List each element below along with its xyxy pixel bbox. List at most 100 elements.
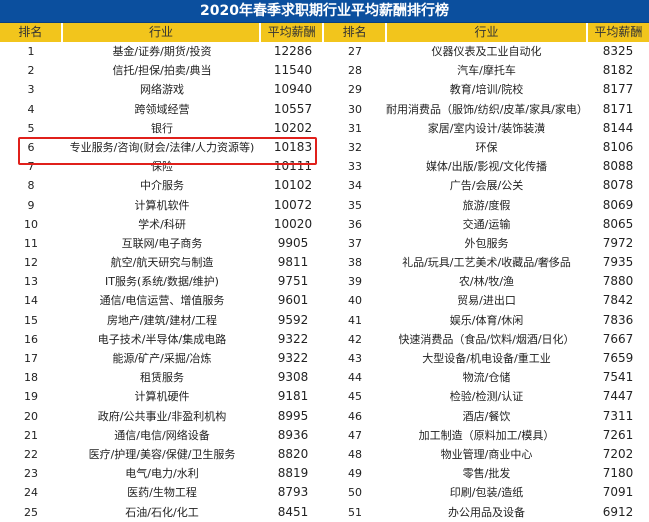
rank-cell: 17 xyxy=(24,352,38,365)
rank-cell: 43 xyxy=(348,352,362,365)
salary-cell: 7311 xyxy=(602,408,634,423)
industry-cell: 外包服务 xyxy=(464,236,509,250)
table-row: 33 媒体/出版/影视/文化传播 8088 xyxy=(324,157,649,176)
rank-cell: 45 xyxy=(348,390,362,404)
rank-cell: 9 xyxy=(27,198,35,212)
industry-cell: 航空/航天研究与制造 xyxy=(110,256,214,270)
table-row: 25 石油/石化/化工 8451 xyxy=(0,503,324,522)
rank-cell: 35 xyxy=(348,198,362,212)
table-row: 11 互联网/电子商务 9905 xyxy=(0,234,324,253)
industry-cell: 石油/石化/化工 xyxy=(125,505,199,519)
rank-cell: 42 xyxy=(348,332,362,346)
rank-cell: 29 xyxy=(348,83,362,97)
table-row: 46 酒店/餐饮 7311 xyxy=(324,407,649,426)
rank-cell: 13 xyxy=(24,275,38,289)
industry-cell: 环保 xyxy=(475,140,498,154)
rank-cell: 28 xyxy=(348,64,362,78)
industry-cell: 电子技术/半导体/集成电路 xyxy=(97,332,227,346)
table-row: 44 物流/仓储 7541 xyxy=(324,368,649,387)
salary-cell: 7202 xyxy=(602,446,634,461)
industry-cell: 医药/生物工程 xyxy=(127,486,197,500)
header-salary: 平均薪酬 xyxy=(261,23,325,42)
table-row: 37 外包服务 7972 xyxy=(324,234,649,253)
table-row: 8 中介服务 10102 xyxy=(0,176,324,195)
salary-cell: 9592 xyxy=(277,312,309,327)
rank-cell: 38 xyxy=(348,256,362,270)
rank-cell: 33 xyxy=(348,160,362,174)
rank-cell: 2 xyxy=(27,64,35,78)
rank-cell: 31 xyxy=(348,121,362,135)
table-row: 21 通信/电信/网络设备 8936 xyxy=(0,426,324,445)
rank-cell: 14 xyxy=(24,294,38,308)
header-industry: 行业 xyxy=(63,23,262,42)
salary-cell: 7972 xyxy=(602,235,634,250)
industry-cell: 酒店/餐饮 xyxy=(462,409,511,423)
salary-cell: 9751 xyxy=(277,274,309,289)
industry-cell: 学术/科研 xyxy=(138,217,186,231)
table-row: 23 电气/电力/水利 8819 xyxy=(0,464,324,483)
industry-cell: 广告/会展/公关 xyxy=(449,179,524,193)
rank-cell: 51 xyxy=(348,505,362,519)
rank-cell: 20 xyxy=(24,409,38,423)
salary-cell: 7842 xyxy=(602,293,634,308)
salary-cell: 9601 xyxy=(277,293,309,308)
salary-cell: 8065 xyxy=(602,216,634,231)
salary-cell: 10020 xyxy=(273,216,313,231)
salary-cell: 10940 xyxy=(273,82,313,97)
industry-cell: 大型设备/机电设备/重工业 xyxy=(422,352,551,365)
industry-cell: 银行 xyxy=(151,121,173,135)
industry-cell: 网络游戏 xyxy=(140,83,184,97)
header-row: 排名 行业 平均薪酬 xyxy=(0,23,325,42)
rank-cell: 10 xyxy=(24,217,38,231)
industry-cell: 计算机软件 xyxy=(134,198,190,212)
rank-cell: 21 xyxy=(24,428,38,442)
table-row: 32 环保 8106 xyxy=(324,138,649,157)
industry-cell: 加工制造（原料加工/模具） xyxy=(418,428,555,442)
table-row: 36 交通/运输 8065 xyxy=(324,215,649,234)
industry-cell: 办公用品及设备 xyxy=(448,505,525,519)
rank-cell: 50 xyxy=(348,486,362,500)
salary-cell: 10102 xyxy=(273,178,313,193)
salary-cell: 7659 xyxy=(602,351,634,365)
table-row: 27 仪器仪表及工业自动化 8325 xyxy=(324,42,649,61)
salary-cell: 9905 xyxy=(277,235,309,250)
industry-cell: 旅游/度假 xyxy=(462,198,511,212)
rank-cell: 47 xyxy=(348,428,362,442)
table-row: 2 信托/担保/拍卖/典当 11540 xyxy=(0,61,324,80)
table-row: 49 零售/批发 7180 xyxy=(324,464,649,483)
rank-cell: 1 xyxy=(27,45,35,58)
industry-cell: 印刷/包装/造纸 xyxy=(449,486,524,500)
industry-cell: 礼品/玩具/工艺美术/收藏品/奢侈品 xyxy=(402,256,571,270)
table-row: 6 专业服务/咨询(财会/法律/人力资源等) 10183 xyxy=(0,138,324,157)
rank-cell: 3 xyxy=(27,83,35,97)
salary-cell: 8936 xyxy=(277,427,309,442)
ranking-table: 排名 行业 平均薪酬 1 基金/证券/期货/投资 12286 2 信托/担保/拍卖/典当… xyxy=(0,23,649,522)
table-row: 18 租赁服务 9308 xyxy=(0,368,324,387)
industry-cell: 中介服务 xyxy=(140,179,184,193)
table-row: 1 基金/证券/期货/投资 12286 xyxy=(0,42,324,61)
salary-cell: 8106 xyxy=(602,139,634,154)
salary-cell: 8995 xyxy=(277,408,309,423)
rank-cell: 4 xyxy=(27,102,35,116)
table-row: 42 快速消费品（食品/饮料/烟酒/日化） 7667 xyxy=(324,330,649,349)
salary-cell: 8819 xyxy=(277,466,309,481)
industry-cell: 家居/室内设计/装饰装潢 xyxy=(427,121,546,135)
rank-cell: 24 xyxy=(24,486,38,500)
industry-cell: 物业管理/商业中心 xyxy=(440,447,533,461)
industry-cell: 娱乐/体育/休闲 xyxy=(449,313,524,327)
industry-cell: 跨领域经营 xyxy=(134,102,190,116)
salary-cell: 8171 xyxy=(602,101,634,116)
salary-cell: 8451 xyxy=(277,504,309,519)
industry-cell: 零售/批发 xyxy=(462,467,511,481)
header-row: 排名 行业 平均薪酬 xyxy=(324,23,649,42)
salary-cell: 7836 xyxy=(602,312,634,327)
salary-cell: 9308 xyxy=(277,370,309,385)
rank-cell: 19 xyxy=(24,390,38,404)
salary-cell: 8177 xyxy=(602,82,634,97)
left-column-group: 排名 行业 平均薪酬 1 基金/证券/期货/投资 12286 2 信托/担保/拍卖/典当… xyxy=(0,23,325,522)
salary-cell: 11540 xyxy=(273,63,313,78)
table-row: 45 检验/检测/认证 7447 xyxy=(324,387,649,406)
salary-cell: 8820 xyxy=(277,446,309,461)
table-row: 35 旅游/度假 8069 xyxy=(324,196,649,215)
rank-cell: 6 xyxy=(27,140,35,154)
